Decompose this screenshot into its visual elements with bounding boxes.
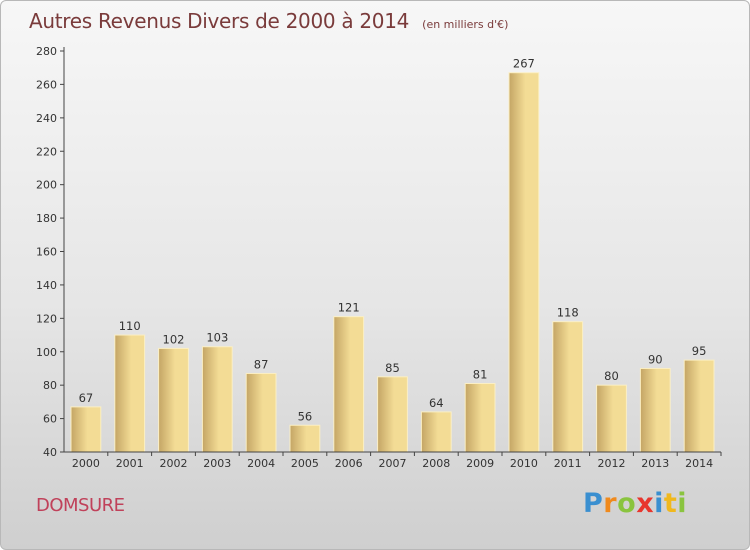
value-label-2005: 56	[298, 409, 313, 423]
bar-2001	[114, 334, 146, 453]
logo-letter: o	[617, 488, 637, 519]
logo-letter: i	[677, 488, 688, 519]
chart-title: Autres Revenus Divers de 2000 à 2014	[29, 9, 410, 33]
bar-2000	[70, 406, 102, 453]
y-tick-label-280: 280	[36, 45, 57, 58]
bar-2007	[377, 376, 408, 453]
x-tick-label-2012: 2012	[598, 457, 626, 470]
value-label-2001: 110	[119, 319, 141, 333]
y-tick-label-60: 60	[43, 413, 57, 426]
x-tick-label-2011: 2011	[554, 457, 582, 470]
logo-letter: x	[636, 488, 655, 519]
x-tick-label-2000: 2000	[72, 457, 100, 470]
x-tick-label-2003: 2003	[203, 457, 231, 470]
x-tick-label-2013: 2013	[641, 457, 669, 470]
value-label-2000: 67	[79, 391, 94, 405]
x-tick-label-2006: 2006	[335, 457, 363, 470]
bar-2005	[289, 424, 321, 453]
y-tick-label-260: 260	[36, 78, 57, 91]
value-label-2004: 87	[254, 357, 269, 371]
x-tick-label-2014: 2014	[685, 457, 713, 470]
x-tick-label-2004: 2004	[247, 457, 275, 470]
logo-letter: r	[603, 488, 618, 519]
bar-2004	[245, 372, 277, 453]
bar-2002	[158, 347, 189, 453]
value-label-2009: 81	[473, 368, 488, 382]
bar-2010	[508, 72, 540, 453]
y-tick-label-40: 40	[43, 446, 57, 459]
proxiti-logo[interactable]: Proxiti	[583, 488, 687, 519]
y-tick-label-100: 100	[36, 346, 57, 359]
value-label-2006: 121	[338, 301, 360, 315]
value-label-2014: 95	[692, 344, 707, 358]
value-label-2008: 64	[429, 396, 444, 410]
bar-2009	[464, 383, 496, 453]
x-tick-label-2002: 2002	[160, 457, 188, 470]
value-label-2013: 90	[648, 352, 663, 366]
bar-2013	[639, 367, 671, 453]
value-label-2012: 80	[604, 369, 619, 383]
value-label-2007: 85	[385, 361, 400, 375]
y-tick-label-80: 80	[43, 379, 57, 392]
logo-letter: P	[583, 488, 604, 519]
y-tick-label-180: 180	[36, 212, 57, 225]
x-tick-label-2008: 2008	[422, 457, 450, 470]
value-label-2002: 102	[163, 332, 185, 346]
x-tick-label-2009: 2009	[466, 457, 494, 470]
axes-layer: 2000 2001 2002 2003 2004 2005 2006 2007 2008 2009…	[36, 45, 722, 470]
bar-2003	[201, 346, 233, 453]
bar-2014	[683, 359, 715, 453]
bar-2011	[552, 321, 584, 453]
bar-2006	[333, 316, 365, 453]
title-row: Autres Revenus Divers de 2000 à 2014 (en…	[29, 9, 508, 33]
bars-layer: 67 110 102 103 87 56 121 85 64 81 267 118 80 90 95	[70, 57, 715, 453]
y-tick-label-120: 120	[36, 312, 57, 325]
bar-2012	[596, 384, 627, 453]
y-tick-label-200: 200	[36, 179, 57, 192]
x-tick-label-2005: 2005	[291, 457, 319, 470]
y-tick-label-240: 240	[36, 112, 57, 125]
x-tick-label-2007: 2007	[379, 457, 407, 470]
value-label-2003: 103	[206, 331, 228, 345]
x-tick-label-2001: 2001	[116, 457, 144, 470]
y-tick-label-220: 220	[36, 145, 57, 158]
logo-letter: t	[663, 488, 678, 519]
value-label-2011: 118	[557, 306, 579, 320]
y-tick-label-160: 160	[36, 246, 57, 259]
x-tick-label-2010: 2010	[510, 457, 538, 470]
logo-letter: i	[654, 488, 664, 519]
town-name: DOMSURE	[36, 495, 125, 516]
bar-2008	[420, 411, 452, 453]
value-label-2010: 267	[513, 57, 535, 71]
y-tick-label-140: 140	[36, 279, 57, 292]
chart-subtitle: (en milliers d'€)	[422, 18, 509, 31]
